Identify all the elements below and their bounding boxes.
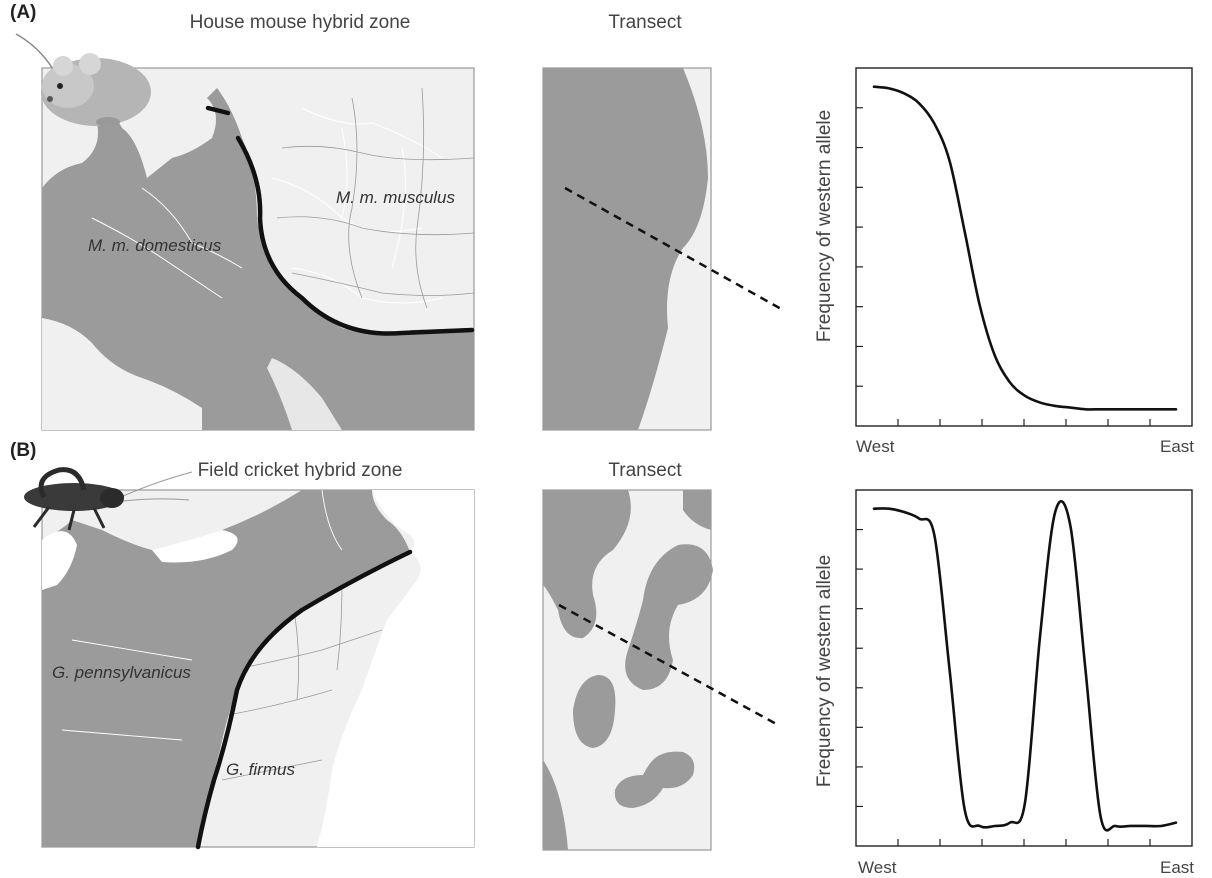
chart-a-plot-frame	[855, 67, 1193, 427]
panel-a-map-title: House mouse hybrid zone	[189, 12, 411, 33]
chart-b-ylabel: Frequency of western allele	[814, 554, 835, 788]
panel-b-letter: (B)	[10, 440, 37, 461]
chart-a-ylabel: Frequency of western allele	[814, 109, 835, 343]
panel-a-transect-title: Transect	[608, 12, 682, 33]
panel-b-west-species-label: G. pennsylvanicus	[52, 663, 191, 682]
panel-b-map-title: Field cricket hybrid zone	[197, 460, 403, 481]
chart-a-series-line	[872, 85, 1178, 411]
panel-a-transect	[542, 67, 784, 431]
panel-b-transect	[542, 489, 781, 851]
chart-a-x-start-label: West	[856, 437, 895, 456]
chart-b-x-start-label: West	[858, 858, 897, 877]
panel-a-letter: (A)	[10, 2, 37, 23]
chart-a-x-end-label: East	[1160, 437, 1195, 456]
cricket-icon	[24, 467, 193, 531]
chart-b-x-end-label: East	[1160, 858, 1195, 877]
chart-a	[855, 67, 1193, 427]
panel-a-east-species-label: M. m. musculus	[336, 188, 456, 207]
chart-b	[855, 489, 1193, 847]
panel-a-map	[41, 67, 475, 431]
panel-b-transect-title: Transect	[608, 460, 682, 481]
chart-b-series-line	[872, 499, 1178, 832]
mouse-icon	[15, 33, 151, 127]
panel-b-map	[41, 489, 475, 850]
panel-a-west-species-label: M. m. domesticus	[88, 236, 222, 255]
chart-b-plot-frame	[855, 489, 1193, 847]
panel-b-east-species-label: G. firmus	[226, 760, 295, 779]
